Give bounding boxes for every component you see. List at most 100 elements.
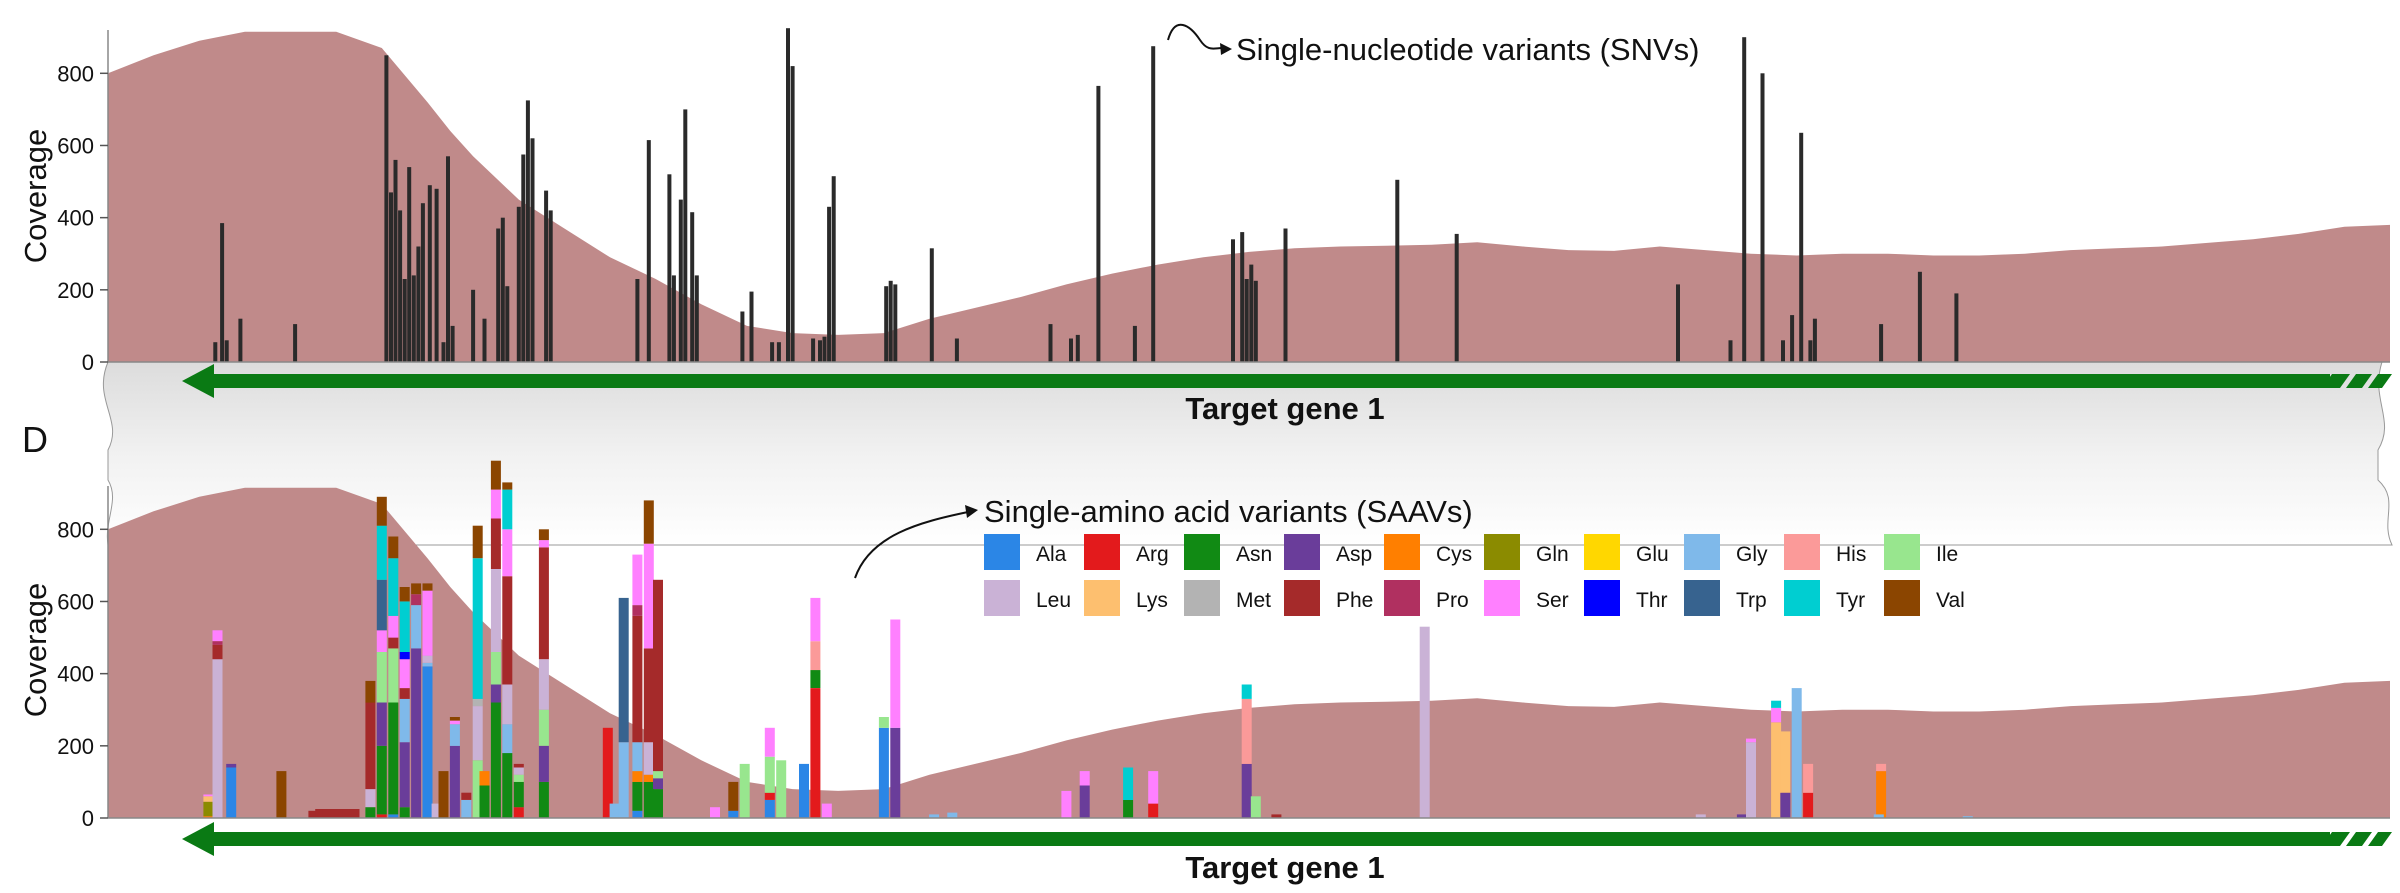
saav-bar-segment-gly xyxy=(632,742,643,772)
legend-label: Gln xyxy=(1536,543,1569,566)
saav-bar-segment-val xyxy=(438,771,449,818)
saav-annotation-arrow xyxy=(854,511,969,579)
saav-bar-segment-ile xyxy=(653,771,663,779)
snv-bar xyxy=(1244,279,1249,362)
saav-bar-segment-ser xyxy=(502,529,513,577)
saav-bar-segment-lys xyxy=(1780,731,1791,793)
legend-label: His xyxy=(1836,543,1866,566)
saav-bar-segment-phe xyxy=(365,702,376,790)
saav-y-axis-label: Coverage xyxy=(18,583,53,717)
snv-annotation: Single-nucleotide variants (SNVs) xyxy=(1236,32,1700,67)
saav-bar-segment-gly xyxy=(1791,688,1802,818)
saav-bar-segment-asn xyxy=(479,785,490,818)
snv-bar xyxy=(293,324,298,362)
saav-bar-segment-asn xyxy=(490,702,501,818)
saav-bar-segment-val xyxy=(276,771,287,818)
saav-bar-segment-ala xyxy=(878,727,889,818)
saav-bar-segment-gln xyxy=(203,801,214,817)
saav-bar-segment-asp xyxy=(226,763,237,768)
saav-bar-segment-leu xyxy=(513,767,524,775)
saav-bar-segment-ser xyxy=(1079,771,1090,786)
snv-bar xyxy=(1069,338,1073,362)
legend-item-arg: Arg xyxy=(1084,534,1169,570)
saav-bar-segment-ser xyxy=(821,803,832,818)
saav-bar-segment-leu xyxy=(472,706,483,761)
snv-bar xyxy=(450,325,455,362)
saav-bar-segment-met xyxy=(472,698,483,707)
saav-bar-segment-tyr xyxy=(399,601,410,652)
saav-bar-segment-asn xyxy=(365,807,376,818)
saav-bar-segment-leu xyxy=(431,803,442,818)
saav-bar-segment-asp xyxy=(376,702,387,746)
snv-bar xyxy=(220,223,225,362)
saav-bar-segment-arg xyxy=(376,814,387,818)
snv-bar xyxy=(434,188,439,362)
legend-item-tyr: Tyr xyxy=(1784,580,1865,616)
saav-bar-segment-gly xyxy=(461,800,472,818)
saav-bar-segment-phe xyxy=(513,763,524,768)
saav-bar-segment-ile xyxy=(388,648,399,703)
snv-bar xyxy=(888,280,893,362)
saav-bar-segment-asn xyxy=(399,807,410,818)
saav-bar-segment-ile xyxy=(776,760,787,818)
saav-bar-segment-phe xyxy=(632,615,643,743)
saav-panel: 0 200 400 600 800 Coverage Target gene 1 Sin… xyxy=(18,460,2392,885)
saav-bar-segment-asn xyxy=(502,753,513,818)
snv-bar xyxy=(496,228,501,362)
snv-bar xyxy=(521,154,526,362)
saav-annotation: Single-amino acid variants (SAAVs) xyxy=(984,494,1473,529)
panel-letter: D xyxy=(22,419,48,460)
amino-acid-legend: Ala Arg Asn Asp Cys Gln Glu Gly His Ile Leu Lys Met P… xyxy=(984,534,1965,616)
saav-bar-segment-ser xyxy=(643,543,654,649)
legend-swatch xyxy=(1884,534,1920,570)
saav-bar-segment-ser xyxy=(422,590,433,656)
snv-bar xyxy=(1808,340,1813,362)
saav-bar-segment-asn xyxy=(632,781,643,811)
saav-bar-segment-asn xyxy=(538,781,549,818)
saav-tick-label: 0 xyxy=(82,806,94,831)
saav-bar-segment-val xyxy=(365,680,376,703)
snv-bar xyxy=(1132,325,1137,362)
snv-bar xyxy=(213,342,218,362)
saav-bar-segment-ala xyxy=(764,800,775,818)
snv-bar xyxy=(530,138,535,362)
snv-annotation-arrowhead xyxy=(1220,43,1232,55)
snv-bar xyxy=(1790,315,1795,362)
legend-item-leu: Leu xyxy=(984,580,1071,616)
saav-bar-segment-asn xyxy=(1123,800,1134,818)
legend-label: Leu xyxy=(1036,589,1071,612)
legend-swatch xyxy=(1084,580,1120,616)
legend-swatch xyxy=(984,534,1020,570)
saav-bar-segment-phe xyxy=(308,810,319,818)
saav-bar-segment-asp xyxy=(449,745,460,818)
saav-bar-segment-arg xyxy=(810,688,821,818)
legend-swatch xyxy=(1784,580,1820,616)
saav-bar-segment-pro xyxy=(632,605,643,616)
saav-bar-segment-ser xyxy=(1061,790,1072,818)
saav-bar-segment-leu xyxy=(1695,814,1706,818)
legend-swatch xyxy=(1684,534,1720,570)
legend-label: Glu xyxy=(1636,543,1669,566)
legend-item-ser: Ser xyxy=(1484,580,1569,616)
snv-bar xyxy=(893,284,898,362)
snv-bar xyxy=(818,340,822,362)
saav-bar-segment-ser xyxy=(490,489,501,519)
saav-bar-segment-ser xyxy=(203,794,214,797)
snv-bar xyxy=(678,199,683,362)
saav-bar-segment-phe xyxy=(643,648,654,743)
legend-swatch xyxy=(1784,534,1820,570)
snv-bar xyxy=(482,318,487,362)
saav-bar-segment-ser xyxy=(399,659,410,689)
snv-bar xyxy=(407,167,412,362)
saav-bar-segment-leu xyxy=(643,742,654,775)
snv-bar xyxy=(446,156,450,362)
saav-bar-segment-ser xyxy=(810,597,821,642)
saav-bar-segment-pro xyxy=(411,594,422,606)
saav-bar-segment-tyr xyxy=(376,525,387,580)
saav-bar-segment-ala xyxy=(632,810,643,818)
saav-bar-segment-arg xyxy=(602,727,613,818)
legend-swatch xyxy=(1284,580,1320,616)
snv-bar xyxy=(827,206,832,362)
saav-bar-segment-val xyxy=(502,482,513,490)
legend-item-glu: Glu xyxy=(1584,534,1669,570)
